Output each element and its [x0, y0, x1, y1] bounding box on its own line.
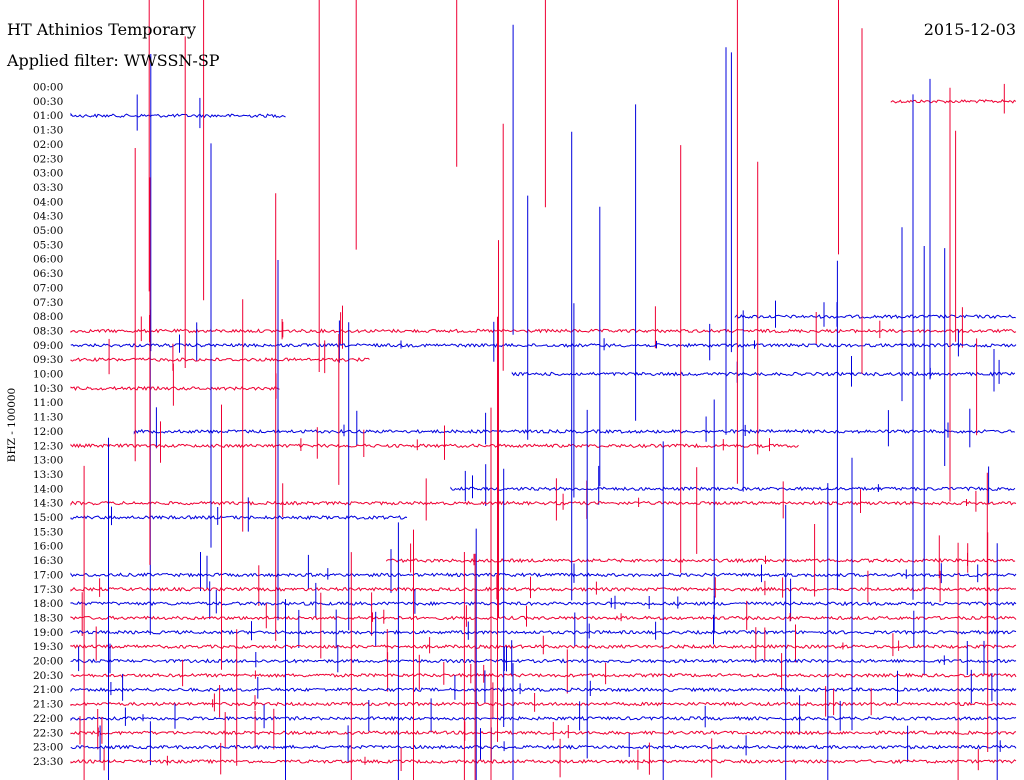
time-tick-label: 02:30 [33, 153, 63, 165]
trace-1730 [70, 586, 1017, 592]
time-tick-label: 04:00 [33, 196, 63, 208]
time-tick-label: 11:00 [33, 397, 63, 409]
time-tick-label: 23:30 [33, 756, 63, 768]
time-tick-label: 22:30 [33, 727, 63, 739]
time-tick-label: 20:30 [33, 670, 63, 682]
trace-0900 [70, 342, 1017, 348]
trace-1030 [70, 385, 280, 391]
time-tick-label: 23:00 [33, 742, 63, 754]
time-tick-label: 15:00 [33, 512, 63, 524]
time-tick-label: 11:30 [33, 412, 63, 424]
trace-1700 [70, 572, 1017, 578]
time-tick-label: 18:00 [33, 598, 63, 610]
time-tick-label: 03:30 [33, 182, 63, 194]
time-tick-label: 14:00 [33, 483, 63, 495]
trace-1830 [70, 615, 1017, 621]
time-tick-label: 03:00 [33, 168, 63, 180]
time-tick-label: 13:30 [33, 469, 63, 481]
time-tick-label: 01:30 [33, 125, 63, 137]
time-tick-label: 12:30 [33, 440, 63, 452]
time-tick-label: 21:00 [33, 684, 63, 696]
time-tick-label: 06:30 [33, 268, 63, 280]
trace-1900 [70, 629, 1017, 635]
trace-2230 [70, 730, 1017, 736]
trace-1400 [450, 486, 1016, 492]
trace-2030 [70, 672, 1017, 679]
time-tick-label: 09:00 [33, 340, 63, 352]
y-axis-label: BHZ - 100000 [6, 388, 18, 462]
seismic-traces [70, 0, 1017, 780]
time-tick-label: 07:00 [33, 282, 63, 294]
time-tick-label: 16:30 [33, 555, 63, 567]
time-tick-label: 07:30 [33, 297, 63, 309]
time-tick-label: 04:30 [33, 211, 63, 223]
time-tick-label: 08:00 [33, 311, 63, 323]
time-tick-label: 19:00 [33, 627, 63, 639]
time-tick-label: 08:30 [33, 325, 63, 337]
trace-0830 [70, 328, 1017, 334]
time-tick-label: 15:30 [33, 526, 63, 538]
record-date: 2015-12-03 [923, 20, 1016, 39]
trace-0800 [734, 314, 1016, 320]
time-tick-label: 05:00 [33, 225, 63, 237]
trace-0030 [890, 98, 1017, 104]
trace-1230 [70, 443, 799, 449]
trace-1800 [70, 600, 1017, 607]
time-tick-label: 13:00 [33, 455, 63, 467]
time-tick-label: 20:00 [33, 656, 63, 668]
time-tick-label: 19:30 [33, 641, 63, 653]
time-tick-label: 21:30 [33, 699, 63, 711]
trace-2100 [70, 687, 1017, 693]
trace-2330 [70, 758, 1017, 765]
trace-1930 [70, 644, 1017, 650]
time-tick-label: 02:00 [33, 139, 63, 151]
time-axis-ticks: 00:00 00:30 01:00 01:30 02:00 02:30 03:00 03:30… [33, 82, 63, 768]
time-tick-label: 18:30 [33, 612, 63, 624]
trace-1430 [70, 500, 1017, 507]
trace-1500 [70, 514, 408, 521]
time-tick-label: 00:00 [33, 82, 63, 94]
time-tick-label: 01:00 [33, 110, 63, 122]
time-tick-label: 16:00 [33, 541, 63, 553]
trace-2130 [70, 701, 1017, 707]
trace-1000 [511, 371, 1016, 377]
time-tick-label: 09:30 [33, 354, 63, 366]
trace-2300 [70, 744, 1017, 750]
time-tick-label: 12:00 [33, 426, 63, 438]
trace-1630 [386, 557, 1016, 564]
time-tick-label: 05:30 [33, 239, 63, 251]
time-tick-label: 10:00 [33, 369, 63, 381]
trace-2200 [70, 715, 1017, 722]
time-tick-label: 22:00 [33, 713, 63, 725]
time-tick-label: 17:00 [33, 569, 63, 581]
time-tick-label: 17:30 [33, 584, 63, 596]
time-tick-label: 10:30 [33, 383, 63, 395]
time-tick-label: 14:30 [33, 498, 63, 510]
time-tick-label: 00:30 [33, 96, 63, 108]
trace-0100 [70, 112, 286, 119]
trace-1200 [133, 428, 1015, 435]
time-tick-label: 06:00 [33, 254, 63, 266]
filter-label: Applied filter: WWSSN-SP [7, 51, 220, 70]
trace-2000 [70, 658, 1017, 664]
station-title: HT Athinios Temporary [7, 20, 197, 39]
